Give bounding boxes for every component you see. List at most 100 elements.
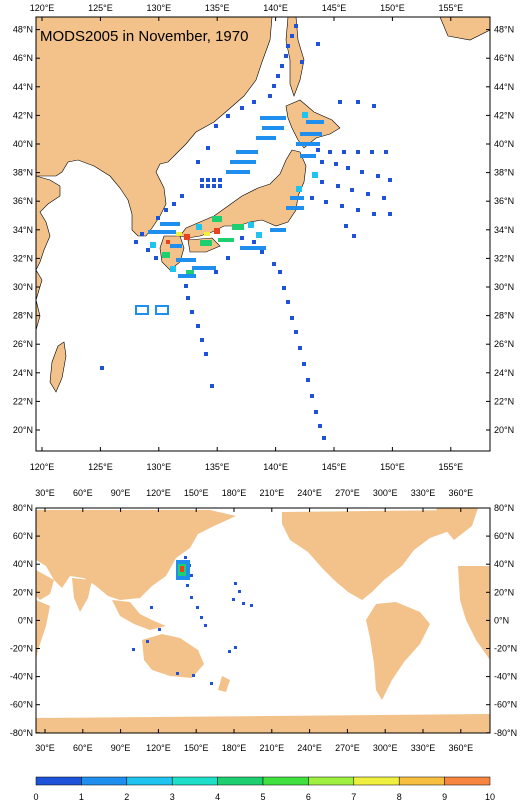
global-tick-marks: 30°E 30°E 60°E 60°E 90°E 90°E 120°E 120°E 150°E 1… — [10, 488, 517, 753]
lat-label-right: 26°N — [494, 339, 514, 349]
lat-label-right: 34°N — [494, 225, 514, 235]
global-lon-label-bottom: 150°E — [184, 743, 209, 753]
lat-label-left: 26°N — [13, 339, 33, 349]
lat-label-right: 28°N — [494, 311, 514, 321]
global-lon-label-top: 60°E — [73, 488, 93, 498]
colorbar-swatch — [171, 776, 218, 786]
global-lon-label-top: 270°E — [335, 488, 360, 498]
lat-label-left: 22°N — [13, 396, 33, 406]
lat-label-left: 36°N — [13, 196, 33, 206]
lon-label-top: 145°E — [322, 3, 347, 13]
global-lat-label-right: -60°N — [494, 700, 517, 710]
lat-label-left: 38°N — [13, 168, 33, 178]
southeast-asia — [112, 600, 166, 630]
colorbar-swatch — [126, 776, 173, 786]
colorbar-swatch — [81, 776, 128, 786]
colorbar-label: 0 — [33, 792, 38, 802]
global-lat-label-left: -40°N — [10, 672, 33, 682]
lon-label-top: 140°E — [263, 3, 288, 13]
lon-label-bottom: 155°E — [438, 462, 463, 472]
global-lon-label-bottom: 360°E — [448, 743, 473, 753]
australia — [142, 634, 204, 678]
global-lon-label-bottom: 210°E — [259, 743, 284, 753]
lon-label-bottom: 140°E — [263, 462, 288, 472]
lat-label-left: 24°N — [13, 368, 33, 378]
colorbar-label: 10 — [485, 792, 495, 802]
lon-label-top: 155°E — [438, 3, 463, 13]
colorbar-label: 8 — [397, 792, 402, 802]
global-lat-label-left: -20°N — [10, 644, 33, 654]
colorbar: 0 1 2 3 4 5 6 7 8 9 10 — [33, 776, 495, 802]
global-lon-label-top: 180°E — [222, 488, 247, 498]
global-land — [36, 508, 490, 733]
colorbar-label: 9 — [442, 792, 447, 802]
lat-label-left: 44°N — [13, 82, 33, 92]
colorbar-swatch — [35, 776, 82, 786]
map-title: MODS2005 in November, 1970 — [40, 28, 248, 45]
global-lon-label-bottom: 240°E — [297, 743, 322, 753]
colorbar-label: 5 — [260, 792, 265, 802]
global-lon-label-bottom: 60°E — [73, 743, 93, 753]
global-lon-label-bottom: 180°E — [222, 743, 247, 753]
lat-label-right: 48°N — [494, 25, 514, 35]
lat-label-right: 36°N — [494, 196, 514, 206]
lat-label-left: 48°N — [13, 25, 33, 35]
colorbar-swatch — [262, 776, 309, 786]
lat-label-left: 28°N — [13, 311, 33, 321]
global-lon-label-bottom: 270°E — [335, 743, 360, 753]
colorbar-swatch — [398, 776, 445, 786]
regional-frame — [35, 16, 491, 452]
global-lon-label-top: 330°E — [411, 488, 436, 498]
colorbar-label: 2 — [124, 792, 129, 802]
africa-east-wrap — [458, 566, 490, 660]
global-lon-label-top: 360°E — [448, 488, 473, 498]
lat-label-right: 22°N — [494, 396, 514, 406]
lon-label-bottom: 145°E — [322, 462, 347, 472]
colorbar-swatch — [444, 776, 491, 786]
kamchatka — [439, 17, 490, 41]
colorbar-label: 4 — [215, 792, 220, 802]
global-observations — [132, 556, 253, 685]
lat-label-left: 32°N — [13, 253, 33, 263]
china-coast — [36, 175, 61, 271]
lon-label-bottom: 150°E — [380, 462, 405, 472]
global-lat-label-left: 0°N — [18, 615, 33, 625]
lat-label-left: 46°N — [13, 53, 33, 63]
global-lat-label-left: 80°N — [13, 503, 33, 513]
colorbar-label: 6 — [306, 792, 311, 802]
eurasia — [36, 510, 236, 600]
greenland — [436, 508, 478, 540]
global-lon-label-bottom: 90°E — [111, 743, 131, 753]
north-america — [282, 510, 460, 600]
lon-label-top: 150°E — [380, 3, 405, 13]
colorbar-swatch — [308, 776, 355, 786]
global-lat-label-left: -60°N — [10, 700, 33, 710]
lon-label-top: 120°E — [30, 3, 55, 13]
colorbar-swatch — [217, 776, 264, 786]
lon-label-top: 125°E — [88, 3, 113, 13]
global-lon-label-top: 300°E — [373, 488, 398, 498]
global-lon-label-top: 210°E — [259, 488, 284, 498]
global-lat-label-right: 40°N — [494, 559, 514, 569]
global-lon-label-top: 240°E — [297, 488, 322, 498]
india — [72, 578, 92, 612]
lat-label-right: 46°N — [494, 53, 514, 63]
lon-label-bottom: 120°E — [30, 462, 55, 472]
global-lat-label-left: 40°N — [13, 559, 33, 569]
new-zealand — [218, 676, 230, 692]
lon-label-top: 130°E — [146, 3, 171, 13]
global-lat-label-right: 80°N — [494, 503, 514, 513]
lon-label-bottom: 125°E — [88, 462, 113, 472]
global-lat-label-right: 60°N — [494, 531, 514, 541]
lat-label-left: 30°N — [13, 282, 33, 292]
global-lat-label-left: 20°N — [13, 587, 33, 597]
global-lon-label-top: 30°E — [35, 488, 55, 498]
lat-label-right: 38°N — [494, 168, 514, 178]
global-lon-label-bottom: 30°E — [35, 743, 55, 753]
lat-label-left: 40°N — [13, 139, 33, 149]
lat-label-right: 20°N — [494, 425, 514, 435]
lat-label-right: 32°N — [494, 253, 514, 263]
south-america — [366, 602, 430, 700]
lon-label-top: 135°E — [205, 3, 230, 13]
